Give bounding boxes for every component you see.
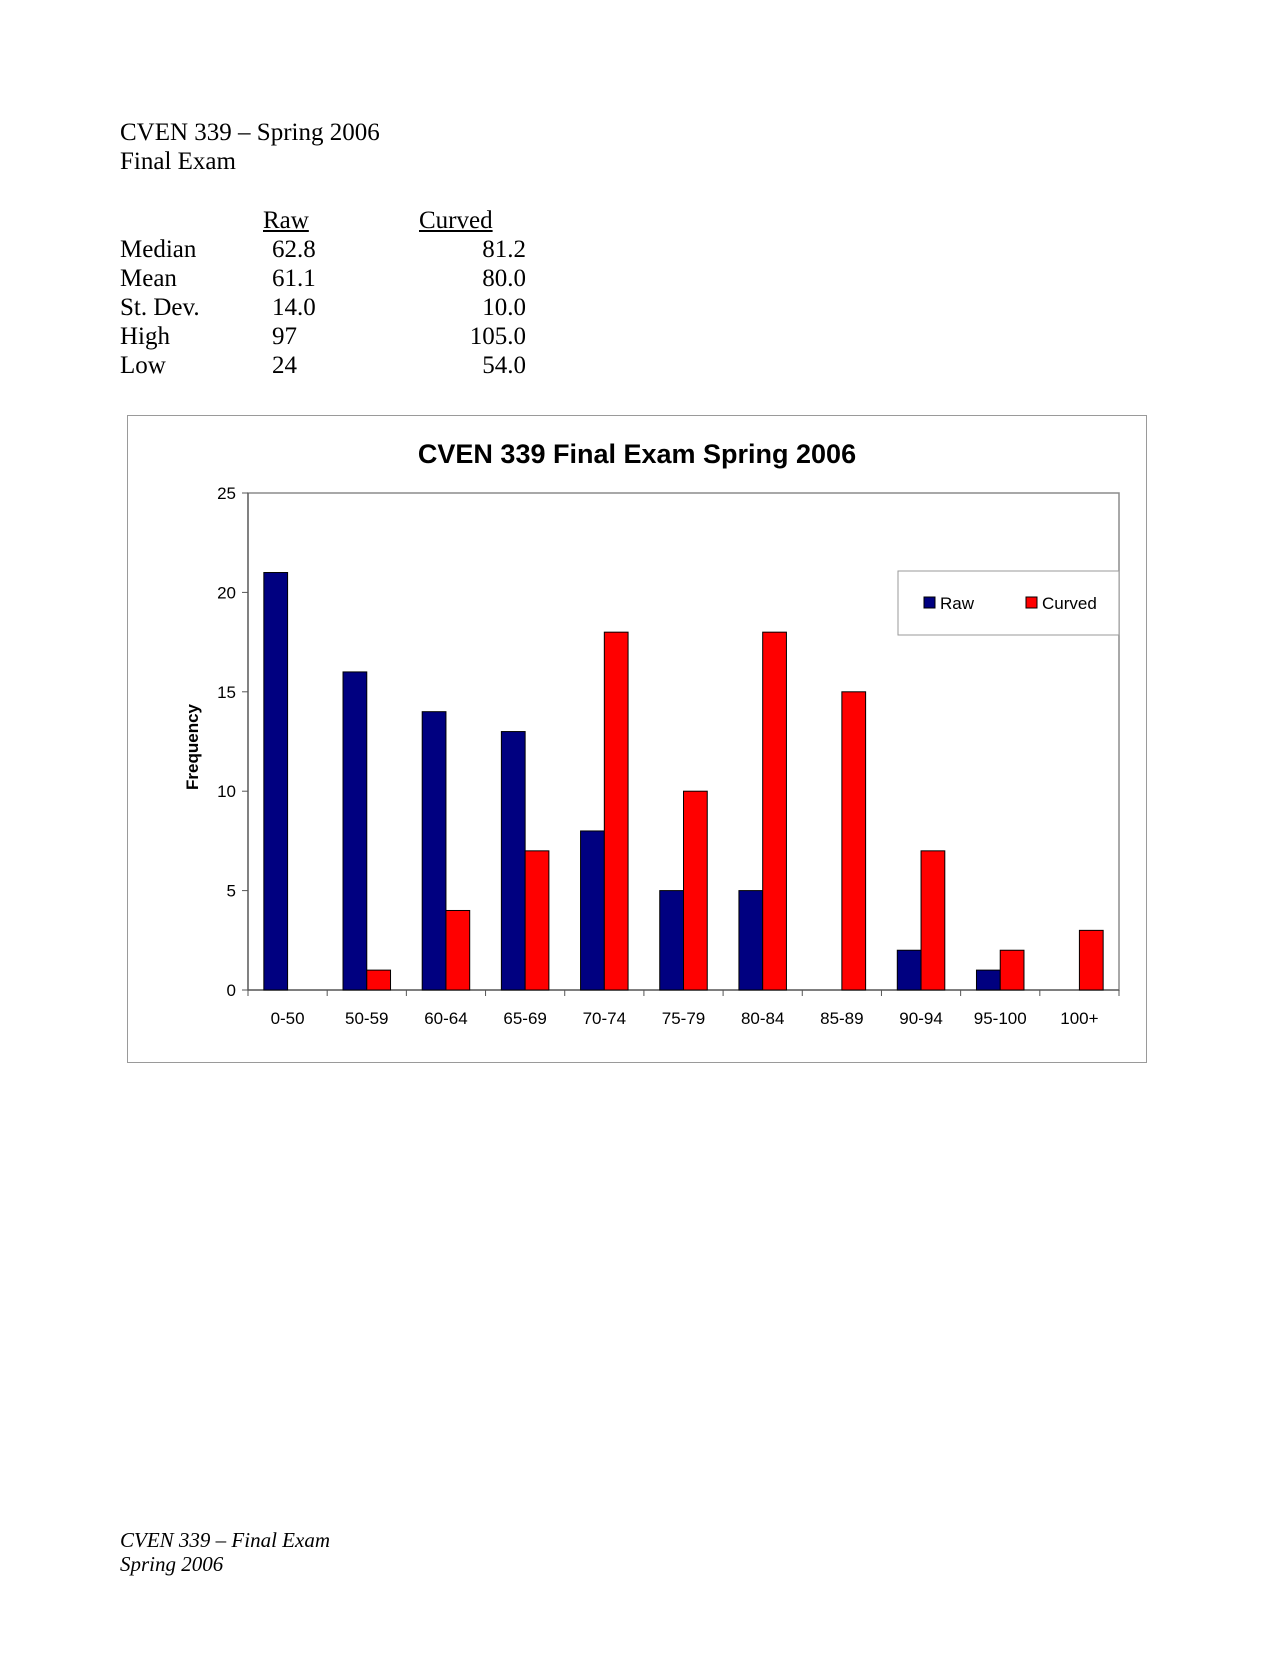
stat-raw-value: 14.0 <box>272 294 316 321</box>
bar-curved <box>999 949 1025 991</box>
bar-raw <box>421 711 447 991</box>
stat-label: Median <box>120 236 197 263</box>
footer-course: CVEN 339 – Final Exam <box>120 1528 330 1552</box>
bar-raw <box>580 830 605 991</box>
stat-curved-value: 81.2 <box>482 236 526 263</box>
legend-label-curved: Curved <box>1042 594 1097 613</box>
y-tick-label: 15 <box>217 683 236 702</box>
histogram-chart: CVEN 339 Final Exam Spring 2006 Frequenc… <box>127 415 1147 1063</box>
bar-curved <box>603 631 629 991</box>
stat-curved-value: 105.0 <box>469 323 526 350</box>
x-tick-label: 95-100 <box>974 1009 1027 1028</box>
raw-column-header: Raw <box>263 207 309 234</box>
bar-curved <box>524 850 550 991</box>
footer-term: Spring 2006 <box>120 1552 224 1576</box>
y-tick-label: 10 <box>217 782 236 801</box>
stat-raw-value: 62.8 <box>272 236 316 263</box>
stat-raw-value: 61.1 <box>272 265 316 292</box>
bar-curved <box>683 790 708 991</box>
stat-label: Mean <box>120 265 177 292</box>
x-tick-label: 65-69 <box>503 1009 546 1028</box>
stat-curved-value: 10.0 <box>482 294 526 321</box>
stat-curved-value: 54.0 <box>482 352 526 379</box>
stats-row-median: Median 62.8 81.2 <box>120 235 540 264</box>
bar-raw <box>738 890 764 991</box>
x-tick-label: 90-94 <box>899 1009 942 1028</box>
x-tick-label: 60-64 <box>424 1009 467 1028</box>
bar-curved <box>366 969 392 991</box>
bar-raw <box>975 969 1001 991</box>
x-tick-label: 100+ <box>1060 1009 1098 1028</box>
bar-curved <box>920 850 946 991</box>
x-tick-label: 70-74 <box>583 1009 626 1028</box>
bar-curved <box>1078 929 1104 991</box>
bar-raw <box>263 572 289 991</box>
chart-title: CVEN 339 Final Exam Spring 2006 <box>418 439 856 469</box>
y-axis-label: Frequency <box>183 703 202 790</box>
bars <box>263 572 1104 991</box>
x-tick-label: 0-50 <box>271 1009 305 1028</box>
exam-title: Final Exam <box>120 148 236 175</box>
stats-header-row: Raw Curved <box>120 206 540 235</box>
bar-raw <box>500 731 526 991</box>
bar-curved <box>762 631 787 991</box>
course-title: CVEN 339 – Spring 2006 <box>120 119 380 146</box>
bar-raw <box>659 890 685 991</box>
stat-label: High <box>120 323 170 350</box>
bar-curved <box>841 691 867 991</box>
legend-swatch-raw <box>923 596 936 609</box>
stat-curved-value: 80.0 <box>482 265 526 292</box>
x-tick-label: 85-89 <box>820 1009 863 1028</box>
y-tick-label: 25 <box>217 484 236 503</box>
stats-row-low: Low 24 54.0 <box>120 351 540 380</box>
curved-column-header: Curved <box>419 207 493 234</box>
stat-label: Low <box>120 352 166 379</box>
x-tick-label: 50-59 <box>345 1009 388 1028</box>
x-tick-label: 80-84 <box>741 1009 784 1028</box>
x-tick-label: 75-79 <box>662 1009 705 1028</box>
document-header: CVEN 339 – Spring 2006 Final Exam <box>120 118 380 176</box>
stats-table: Raw Curved Median 62.8 81.2 Mean 61.1 80… <box>120 206 540 380</box>
chart-canvas: CVEN 339 Final Exam Spring 2006 Frequenc… <box>183 439 1120 1028</box>
stat-raw-value: 97 <box>272 323 297 350</box>
stat-label: St. Dev. <box>120 294 200 321</box>
stat-raw-value: 24 <box>272 352 297 379</box>
legend: Raw Curved <box>897 570 1120 636</box>
y-tick-label: 0 <box>227 981 236 1000</box>
bar-raw <box>342 671 368 991</box>
legend-swatch-curved <box>1025 596 1038 609</box>
y-tick-label: 20 <box>217 583 236 602</box>
y-tick-label: 5 <box>227 882 236 901</box>
bar-curved <box>445 909 471 991</box>
legend-label-raw: Raw <box>940 594 975 613</box>
y-axis: 0 5 10 15 20 25 <box>217 484 249 1000</box>
stats-row-stdev: St. Dev. 14.0 10.0 <box>120 293 540 322</box>
bar-raw <box>896 949 922 991</box>
stats-row-high: High 97 105.0 <box>120 322 540 351</box>
stats-row-mean: Mean 61.1 80.0 <box>120 264 540 293</box>
page-footer: CVEN 339 – Final Exam Spring 2006 <box>120 1528 330 1576</box>
x-axis: 0-50 50-59 60-64 65-69 70-74 75-79 80-84 85-89 9… <box>247 989 1120 1028</box>
